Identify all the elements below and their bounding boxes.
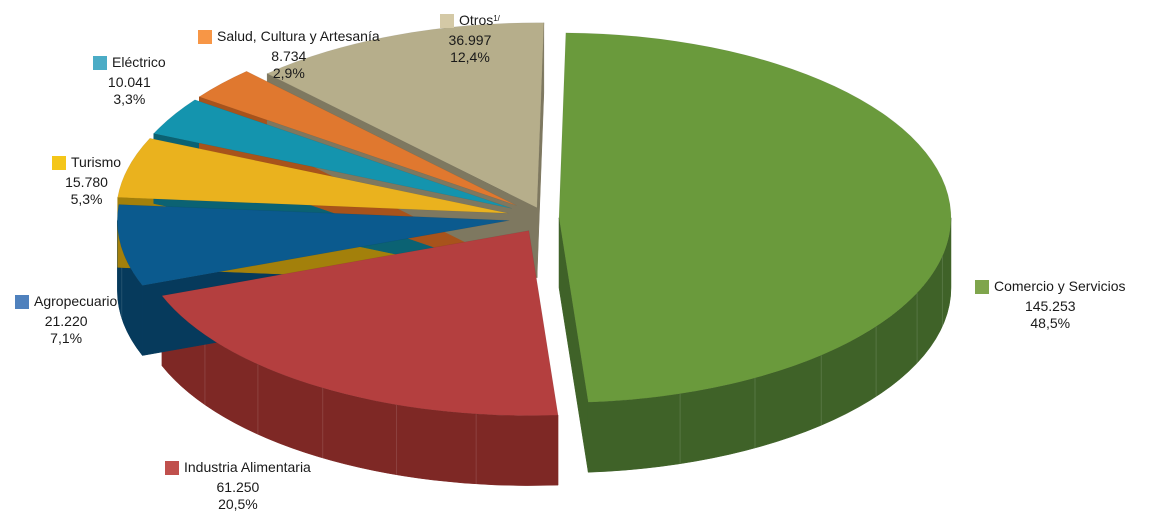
slice-wall-6: [536, 22, 545, 278]
slice-name: Industria Alimentaria: [184, 459, 311, 475]
slice-value: 10.041: [107, 73, 151, 90]
legend-swatch: [93, 55, 107, 70]
slice-label-6: Otros 1/36.997 12,4%: [440, 12, 500, 66]
slice-name: Comercio y Servicios: [994, 278, 1126, 294]
legend-swatch: [975, 279, 989, 294]
legend-swatch: [440, 13, 454, 28]
legend-swatch: [165, 460, 179, 475]
slice-name: Turismo: [71, 154, 122, 170]
slice-0: [558, 32, 952, 403]
slice-name: Agropecuario: [34, 293, 118, 309]
slice-label-2: Agropecuario 21.220 7,1%: [15, 293, 117, 347]
legend-swatch: [15, 294, 29, 309]
slice-percent: 3,3%: [113, 90, 146, 107]
slice-value: 8.734: [271, 47, 307, 64]
legend-swatch: [52, 155, 66, 170]
slice-2: [117, 204, 510, 286]
slice-percent: 2,9%: [272, 64, 305, 81]
slice-label-1: Industria Alimentaria 61.250 20,5%: [165, 459, 311, 513]
slice-percent: 20,5%: [218, 495, 258, 512]
slice-value: 21.220: [44, 312, 88, 329]
slice-6: [266, 22, 545, 209]
slice-label-0: Comercio y Servicios 145.253 48,5%: [975, 278, 1125, 332]
slice-3: [117, 137, 509, 214]
slice-percent: 7,1%: [50, 329, 83, 346]
slice-name: Otros: [459, 12, 494, 28]
slice-value: 36.997: [448, 31, 492, 48]
slice-label-3: Turismo 15.780 5,3%: [52, 154, 121, 208]
slice-percent: 5,3%: [70, 190, 103, 207]
slice-value: 145.253: [1024, 297, 1076, 314]
slice-1: [161, 230, 559, 416]
slice-label-5: Salud, Cultura y Artesanía 8.734 2,9%: [198, 28, 380, 82]
slice-percent: 12,4%: [450, 48, 490, 65]
slice-value: 15.780: [65, 173, 108, 190]
legend-swatch: [198, 29, 212, 44]
slice-value: 61.250: [216, 478, 260, 495]
footnote-marker: 1/: [493, 14, 500, 23]
slice-name: Eléctrico: [112, 54, 166, 70]
slice-5: [198, 70, 517, 206]
slice-4: [153, 99, 513, 209]
slice-percent: 48,5%: [1030, 314, 1071, 331]
slice-name: Salud, Cultura y Artesanía: [217, 28, 380, 44]
slice-label-4: Eléctrico 10.041 3,3%: [93, 54, 166, 108]
